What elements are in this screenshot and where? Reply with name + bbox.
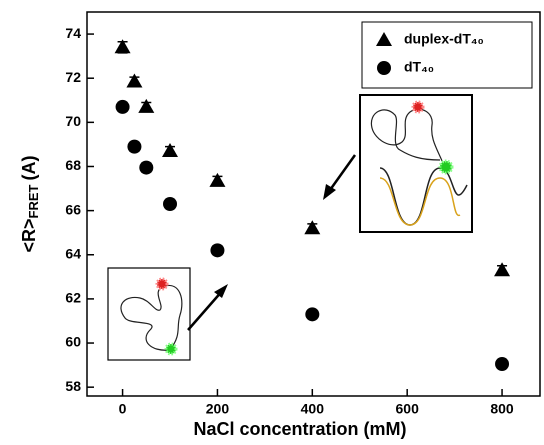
triangle-marker (304, 220, 321, 235)
circle-marker (139, 160, 154, 175)
x-tick-label: 800 (490, 401, 514, 417)
legend (361, 21, 533, 89)
y-axis-label: <R>FRET(A) (19, 156, 42, 253)
triangle-marker (126, 73, 143, 88)
arrow (187, 289, 224, 331)
arrow-head (323, 184, 336, 200)
triangle-marker (494, 262, 511, 277)
inset-dt40 (107, 267, 191, 361)
y-tick-label: 72 (65, 69, 81, 85)
y-tick-label: 58 (65, 378, 81, 394)
arrow-head (214, 284, 228, 298)
x-tick-label: 200 (206, 401, 230, 417)
triangle-marker (114, 39, 131, 54)
legend-label: dT₄₀ (404, 59, 434, 75)
circle-marker (127, 139, 142, 154)
y-tick-label: 64 (65, 245, 81, 261)
triangle-marker (376, 32, 392, 46)
circle-marker (115, 99, 130, 114)
y-tick-label: 66 (65, 201, 81, 217)
triangle-marker (138, 98, 155, 113)
y-tick-label: 68 (65, 157, 81, 173)
y-tick-label: 74 (65, 25, 81, 41)
x-tick-label: 0 (119, 401, 127, 417)
x-tick-label: 400 (301, 401, 325, 417)
legend-label: duplex-dT₄₀ (404, 31, 484, 47)
circle-marker (305, 307, 320, 322)
inset-duplex (359, 94, 473, 233)
triangle-marker (209, 172, 226, 187)
x-tick-label: 600 (396, 401, 420, 417)
circle-marker (495, 357, 510, 371)
plot-frame (86, 11, 541, 397)
circle-marker (377, 61, 391, 75)
x-axis-label: NaCl concentration (mM) (193, 419, 406, 439)
y-tick-label: 70 (65, 113, 81, 129)
circle-marker (210, 243, 225, 258)
y-tick-label: 60 (65, 334, 81, 350)
y-tick-label: 62 (65, 290, 81, 306)
arrow (328, 154, 357, 191)
circle-marker (163, 197, 178, 211)
triangle-marker (162, 143, 179, 158)
